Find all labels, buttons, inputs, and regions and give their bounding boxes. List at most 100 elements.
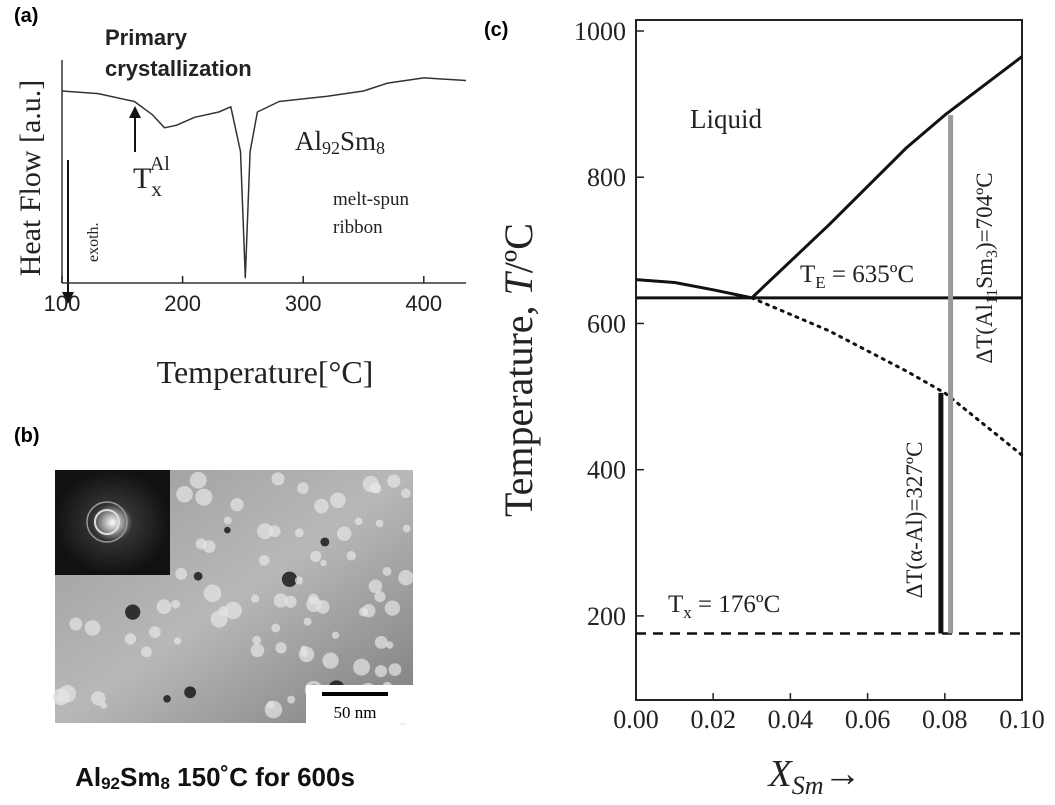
- annotation: TxAl: [133, 153, 170, 201]
- y-axis-label: Temperature, T/ºC: [496, 223, 541, 517]
- text: Sm: [972, 258, 997, 289]
- blob: [285, 596, 297, 608]
- blob: [295, 528, 304, 537]
- text: = 635ºC: [826, 261, 915, 288]
- panel-label: (a): [14, 5, 38, 27]
- subscript: 92: [101, 774, 120, 793]
- annotation: Al92Sm8: [295, 126, 385, 158]
- annotation: ΔT(Al11Sm3)=704ºC: [972, 172, 1001, 363]
- region-label: Liquid: [690, 104, 762, 134]
- subscript: 8: [160, 774, 169, 793]
- blob: [125, 633, 136, 644]
- annotation: ribbon: [333, 217, 383, 238]
- text: Sm: [340, 126, 376, 156]
- panel-label: (c): [484, 19, 508, 41]
- blob: [275, 642, 286, 653]
- subscript: 92: [322, 138, 340, 158]
- blob: [398, 570, 413, 585]
- annotation: exoth.: [85, 222, 102, 262]
- blob: [314, 499, 329, 514]
- blob: [382, 567, 391, 576]
- blob: [347, 551, 357, 561]
- x-axis-label: XSm→: [767, 753, 862, 800]
- y-tick-label: 200: [587, 602, 626, 631]
- text: Al: [75, 762, 101, 792]
- x-tick-label: 100: [44, 291, 81, 316]
- blob: [320, 560, 326, 566]
- text: = 176ºC: [692, 591, 781, 618]
- blob: [359, 607, 368, 616]
- text: 150˚C for 600s: [170, 762, 355, 792]
- blob: [376, 520, 384, 528]
- blob: [297, 482, 309, 494]
- blob: [176, 486, 193, 503]
- blob: [310, 551, 321, 562]
- blob: [265, 701, 283, 719]
- text: ΔT(Al: [972, 304, 997, 364]
- x-tick-label: 0.08: [922, 705, 968, 734]
- text: X: [767, 753, 794, 795]
- blob: [251, 644, 265, 658]
- blob: [355, 517, 363, 525]
- blob: [100, 702, 107, 709]
- diffraction-inset: [55, 470, 170, 575]
- blob: [157, 599, 172, 614]
- blob: [174, 637, 181, 644]
- blob: [141, 646, 152, 657]
- blob: [386, 641, 393, 648]
- blob: [401, 488, 411, 498]
- blob: [322, 653, 338, 669]
- subscript: x: [151, 177, 162, 201]
- blob: [175, 568, 187, 580]
- x-tick-label: 0.10: [999, 705, 1045, 734]
- blob: [332, 632, 339, 639]
- blob: [257, 523, 273, 539]
- blob: [287, 696, 295, 704]
- text: Temperature,: [496, 295, 541, 517]
- text: T: [496, 270, 541, 295]
- blob: [219, 606, 229, 616]
- text: /ºC: [496, 223, 541, 273]
- symbol: T: [668, 591, 683, 618]
- annotation: crystallization: [105, 56, 252, 81]
- text: )=704ºC: [972, 172, 997, 250]
- blob: [204, 585, 222, 603]
- subscript: E: [815, 273, 825, 292]
- x-tick-label: 0.00: [613, 705, 659, 734]
- y-tick-label: 400: [587, 456, 626, 485]
- x-axis-label: Temperature[°C]: [157, 354, 374, 390]
- blob: [171, 600, 180, 609]
- blob: [224, 516, 232, 524]
- blob: [58, 685, 76, 703]
- blob: [252, 636, 261, 645]
- y-tick-label: 1000: [574, 17, 626, 46]
- symbol: T: [800, 261, 815, 288]
- scale-bar-label: 50 nm: [334, 703, 377, 722]
- x-tick-label: 0.06: [845, 705, 891, 734]
- blob: [320, 537, 329, 546]
- blob: [259, 555, 270, 566]
- annotation: ΔT(α-Al)=327ºC: [902, 442, 927, 599]
- blob: [149, 626, 161, 638]
- blob: [69, 618, 82, 631]
- blob: [195, 489, 212, 506]
- caption: Al92Sm8 150˚C for 600s: [75, 762, 355, 793]
- blob: [370, 482, 381, 493]
- text: Al: [295, 126, 322, 156]
- blob: [271, 624, 280, 633]
- blob: [304, 618, 312, 626]
- x-tick-label: 0.04: [768, 705, 814, 734]
- x-tick-label: 400: [405, 291, 442, 316]
- annotation: Tx = 176ºC: [668, 591, 780, 622]
- blob: [295, 576, 303, 584]
- x-tick-label: 200: [164, 291, 201, 316]
- subscript: 3: [984, 250, 1001, 258]
- blob: [190, 472, 207, 489]
- blob: [385, 600, 400, 615]
- blob: [374, 591, 385, 602]
- data-line: [62, 78, 466, 278]
- subscript: 11: [984, 289, 1001, 304]
- blob: [337, 527, 351, 541]
- blob: [369, 579, 383, 593]
- y-tick-label: 800: [587, 163, 626, 192]
